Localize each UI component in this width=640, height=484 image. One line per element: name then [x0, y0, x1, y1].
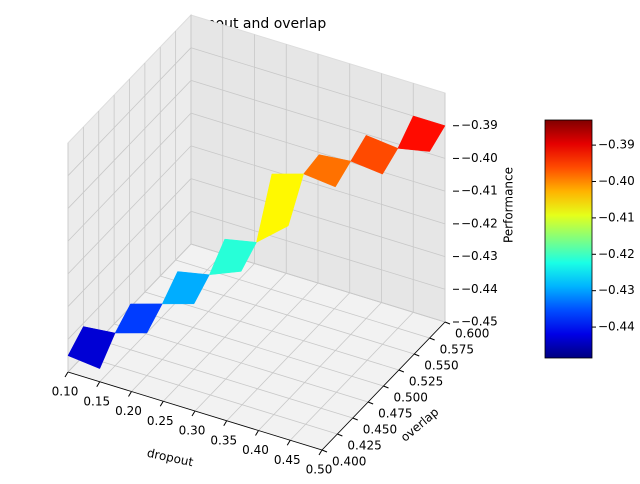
y-tick — [321, 449, 328, 453]
grid-line — [190, 210, 446, 290]
y-tick-label: 0.600 — [455, 327, 489, 341]
z-tick-label: −0.40 — [461, 151, 498, 165]
y-tick-label: 0.450 — [363, 423, 397, 437]
grid-line — [67, 47, 192, 176]
grid-line — [114, 323, 369, 403]
grid-line — [83, 355, 338, 435]
grid-line — [144, 291, 399, 371]
colorbar — [544, 119, 593, 359]
x-tick-label: 0.30 — [179, 424, 206, 438]
axis-line — [321, 321, 446, 451]
x-tick-label: 0.15 — [83, 394, 110, 408]
x-tick-label: 0.50 — [306, 463, 333, 477]
grid-line — [98, 339, 353, 419]
y-tick — [398, 369, 405, 373]
grid-line — [129, 307, 384, 387]
colorbar-tick-label: −0.44 — [598, 320, 635, 334]
colorbar-tick-label: −0.40 — [598, 174, 635, 188]
x-tick-label: 0.35 — [210, 433, 237, 447]
grid-line — [67, 211, 192, 340]
surface-cell — [256, 173, 304, 243]
grid-line — [67, 178, 192, 307]
y-tick — [383, 385, 389, 389]
colorbar-tick-label: −0.39 — [598, 138, 635, 152]
y-tick-label: 0.550 — [424, 359, 458, 373]
x-tick — [223, 420, 228, 427]
y-tick-label: 0.575 — [440, 343, 474, 357]
x-tick-label: 0.20 — [115, 404, 142, 418]
grid-line — [190, 145, 446, 225]
colorbar-tick-label: −0.43 — [598, 283, 635, 297]
y-tick — [337, 433, 343, 437]
x-tick-label: 0.40 — [242, 443, 269, 457]
x-tick — [64, 371, 69, 378]
colorbar-tick-label: −0.42 — [598, 247, 635, 261]
grid-line — [67, 112, 192, 242]
z-tick-label: −0.44 — [461, 282, 498, 296]
x-tick — [191, 410, 196, 417]
y-tick-label: 0.425 — [347, 439, 381, 453]
grid-line — [160, 275, 415, 355]
y-tick — [429, 337, 435, 341]
z-tick-label: −0.41 — [461, 184, 498, 198]
x-tick — [128, 391, 132, 397]
z-tick-label: −0.43 — [461, 249, 498, 263]
y-tick-label: 0.500 — [394, 391, 428, 405]
y-tick — [414, 353, 420, 357]
grid-line — [67, 80, 192, 209]
y-tick — [444, 321, 451, 325]
y-tick — [352, 417, 358, 421]
grid-line — [67, 145, 192, 275]
y-tick-label: 0.525 — [409, 375, 443, 389]
surface-cell — [397, 115, 446, 152]
x-tick — [286, 439, 291, 446]
z-axis-label: Performance — [502, 167, 516, 243]
z-tick-label: −0.42 — [461, 216, 498, 230]
x-tick — [255, 430, 259, 436]
x-tick-label: 0.45 — [274, 453, 301, 467]
grid-line — [190, 47, 446, 127]
grid-line — [190, 178, 446, 257]
y-tick — [367, 401, 374, 405]
x-tick — [318, 449, 323, 456]
axis-line — [67, 371, 323, 451]
x-tick-label: 0.10 — [52, 385, 79, 399]
colorbar-tick-label: −0.41 — [598, 210, 635, 224]
y-tick-label: 0.400 — [332, 455, 366, 469]
x-axis-label: dropout — [146, 446, 195, 470]
grid-line — [190, 112, 446, 192]
x-tick-label: 0.25 — [147, 414, 174, 428]
x-tick — [96, 381, 101, 388]
z-tick-label: −0.45 — [461, 315, 498, 329]
x-tick — [159, 400, 164, 407]
z-tick-label: −0.39 — [461, 118, 498, 132]
y-tick-label: 0.475 — [378, 407, 412, 421]
